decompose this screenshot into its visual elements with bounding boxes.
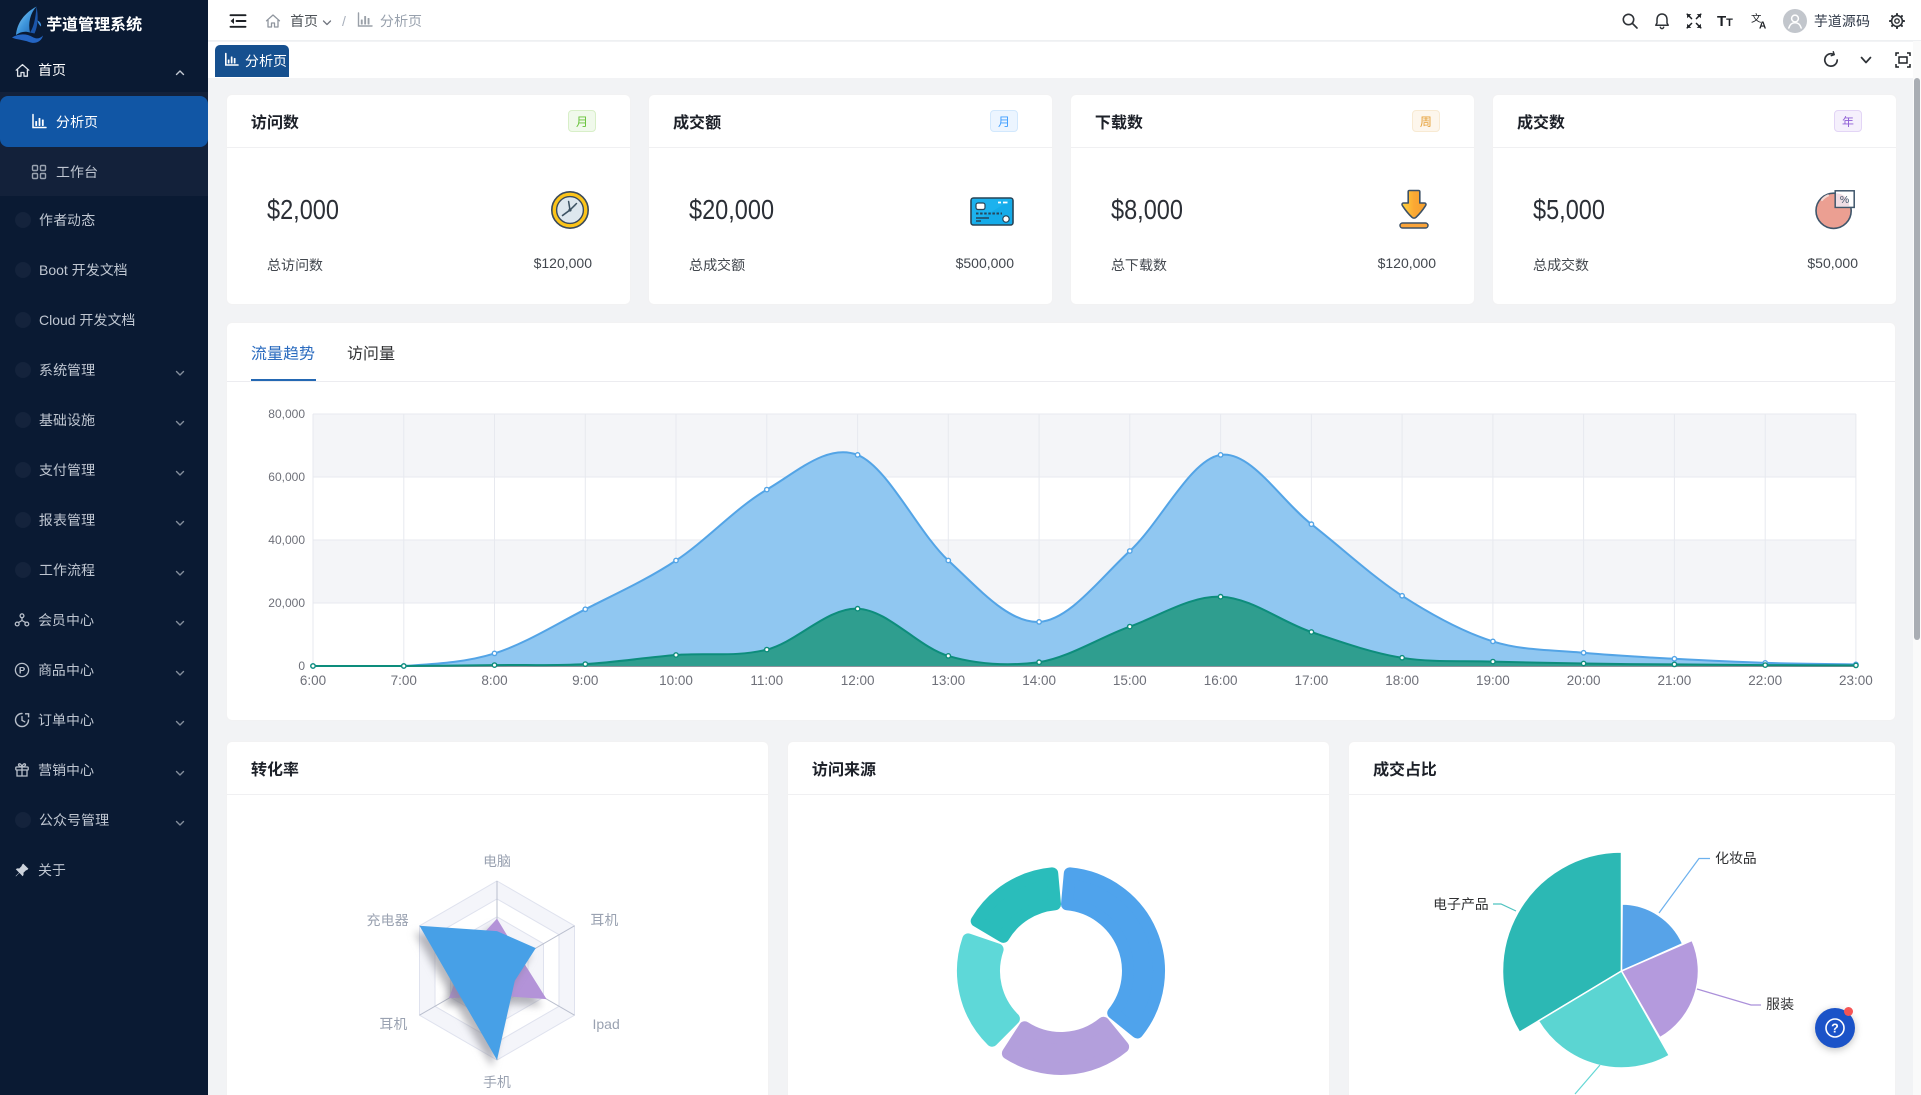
svg-text:9:00: 9:00: [572, 673, 598, 688]
svg-text:10:00: 10:00: [659, 673, 693, 688]
svg-text:60,000: 60,000: [268, 470, 305, 484]
svg-text:14:00: 14:00: [1022, 673, 1056, 688]
svg-text:12:00: 12:00: [841, 673, 875, 688]
svg-text:服装: 服装: [1766, 996, 1794, 1012]
svg-text:手机: 手机: [483, 1074, 511, 1090]
svg-text:文: 文: [1751, 12, 1762, 26]
svg-text:6:00: 6:00: [300, 673, 326, 688]
svg-text:电脑: 电脑: [483, 853, 511, 869]
svg-text:A: A: [1759, 21, 1766, 31]
svg-text:40,000: 40,000: [268, 533, 305, 547]
svg-text:8:00: 8:00: [481, 673, 507, 688]
svg-text:23:00: 23:00: [1839, 673, 1873, 688]
svg-text:16:00: 16:00: [1204, 673, 1238, 688]
svg-text:17:00: 17:00: [1295, 673, 1329, 688]
svg-text:耳机: 耳机: [591, 912, 619, 928]
svg-text:22:00: 22:00: [1748, 673, 1782, 688]
svg-text:21:00: 21:00: [1658, 673, 1692, 688]
svg-text:7:00: 7:00: [391, 673, 417, 688]
svg-text:18:00: 18:00: [1385, 673, 1419, 688]
svg-text:15:00: 15:00: [1113, 673, 1147, 688]
svg-text:化妆品: 化妆品: [1715, 850, 1757, 866]
svg-text:80,000: 80,000: [268, 407, 305, 421]
svg-text:P: P: [19, 665, 26, 676]
svg-text:充电器: 充电器: [367, 912, 409, 928]
svg-text:?: ?: [1831, 1022, 1839, 1036]
svg-text:19:00: 19:00: [1476, 673, 1510, 688]
svg-text:20:00: 20:00: [1567, 673, 1601, 688]
svg-text:13:00: 13:00: [931, 673, 965, 688]
svg-text:11:00: 11:00: [750, 673, 783, 688]
svg-text:电子产品: 电子产品: [1433, 896, 1489, 912]
svg-text:0: 0: [298, 659, 305, 673]
svg-text:%: %: [1840, 194, 1849, 206]
svg-text:耳机: 耳机: [380, 1016, 408, 1032]
svg-text:Ipad: Ipad: [593, 1016, 620, 1032]
svg-text:20,000: 20,000: [268, 596, 305, 610]
